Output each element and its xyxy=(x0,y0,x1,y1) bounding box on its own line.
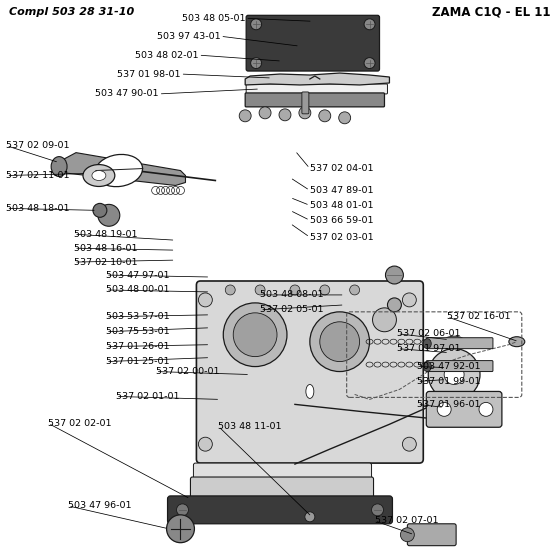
Text: 503 48 02-01: 503 48 02-01 xyxy=(135,50,198,59)
FancyBboxPatch shape xyxy=(167,496,393,524)
Text: 503 47 97-01: 503 47 97-01 xyxy=(106,270,169,279)
Text: 537 02 02-01: 537 02 02-01 xyxy=(48,419,111,428)
Ellipse shape xyxy=(509,337,525,347)
Ellipse shape xyxy=(83,165,115,186)
Text: 503 47 90-01: 503 47 90-01 xyxy=(95,90,158,99)
FancyBboxPatch shape xyxy=(426,338,493,349)
Text: 537 02 07-01: 537 02 07-01 xyxy=(375,516,438,525)
Circle shape xyxy=(320,285,330,295)
FancyBboxPatch shape xyxy=(193,463,371,479)
Circle shape xyxy=(255,285,265,295)
Text: 503 48 08-01: 503 48 08-01 xyxy=(260,291,324,300)
Text: 537 02 00-01: 537 02 00-01 xyxy=(156,367,219,376)
Text: ZAMA C1Q - EL 11: ZAMA C1Q - EL 11 xyxy=(432,6,550,19)
FancyBboxPatch shape xyxy=(246,84,388,94)
Circle shape xyxy=(372,308,396,332)
Text: 503 48 05-01: 503 48 05-01 xyxy=(181,14,245,23)
Text: 537 01 98-01: 537 01 98-01 xyxy=(117,69,180,78)
Circle shape xyxy=(233,313,277,357)
Text: 503 48 16-01: 503 48 16-01 xyxy=(74,244,138,253)
Circle shape xyxy=(279,109,291,121)
Polygon shape xyxy=(245,73,389,85)
Circle shape xyxy=(349,285,360,295)
Circle shape xyxy=(403,293,416,307)
Ellipse shape xyxy=(443,336,465,347)
Circle shape xyxy=(176,504,189,516)
Circle shape xyxy=(299,107,311,119)
Circle shape xyxy=(388,298,402,312)
FancyBboxPatch shape xyxy=(197,281,423,463)
Text: 537 02 11-01: 537 02 11-01 xyxy=(6,171,70,180)
Circle shape xyxy=(290,285,300,295)
Circle shape xyxy=(371,504,384,516)
Circle shape xyxy=(223,303,287,367)
Text: 537 01 96-01: 537 01 96-01 xyxy=(417,400,481,409)
Text: 537 01 26-01: 537 01 26-01 xyxy=(106,342,169,351)
Circle shape xyxy=(198,293,212,307)
Ellipse shape xyxy=(95,155,143,186)
Text: 537 02 01-01: 537 02 01-01 xyxy=(116,392,179,401)
Circle shape xyxy=(251,58,262,68)
Circle shape xyxy=(364,19,375,30)
Text: 537 02 04-01: 537 02 04-01 xyxy=(310,164,374,173)
Text: 537 02 10-01: 537 02 10-01 xyxy=(74,258,138,267)
Circle shape xyxy=(166,515,194,543)
Text: 537 02 03-01: 537 02 03-01 xyxy=(310,233,374,242)
Circle shape xyxy=(225,285,235,295)
Text: 503 47 96-01: 503 47 96-01 xyxy=(68,501,132,510)
Circle shape xyxy=(319,110,331,122)
Polygon shape xyxy=(51,153,185,185)
Circle shape xyxy=(444,365,464,385)
Text: 537 02 05-01: 537 02 05-01 xyxy=(260,305,324,314)
Circle shape xyxy=(320,322,360,362)
FancyBboxPatch shape xyxy=(246,15,380,71)
Circle shape xyxy=(93,203,107,217)
Text: 537 01 97-01: 537 01 97-01 xyxy=(398,344,461,353)
Circle shape xyxy=(239,110,251,122)
Circle shape xyxy=(437,403,451,416)
Text: 503 75 53-01: 503 75 53-01 xyxy=(106,327,170,336)
Text: Compl 503 28 31-10: Compl 503 28 31-10 xyxy=(10,7,134,17)
Text: 503 47 89-01: 503 47 89-01 xyxy=(310,186,374,195)
Ellipse shape xyxy=(92,171,106,180)
Circle shape xyxy=(400,528,414,542)
Text: 503 48 19-01: 503 48 19-01 xyxy=(74,230,138,239)
Circle shape xyxy=(259,107,271,119)
Text: 537 02 16-01: 537 02 16-01 xyxy=(447,312,511,321)
Circle shape xyxy=(310,312,370,371)
Text: 503 66 59-01: 503 66 59-01 xyxy=(310,216,374,225)
Ellipse shape xyxy=(423,362,431,371)
Circle shape xyxy=(428,349,480,400)
Text: 503 48 00-01: 503 48 00-01 xyxy=(106,286,169,295)
Text: 503 97 43-01: 503 97 43-01 xyxy=(157,32,220,41)
Text: 503 47 92-01: 503 47 92-01 xyxy=(417,362,481,371)
Circle shape xyxy=(305,512,315,522)
FancyBboxPatch shape xyxy=(190,477,374,499)
FancyBboxPatch shape xyxy=(426,391,502,427)
Ellipse shape xyxy=(51,157,67,176)
Circle shape xyxy=(364,58,375,68)
Circle shape xyxy=(198,437,212,451)
Circle shape xyxy=(385,266,403,284)
FancyBboxPatch shape xyxy=(407,524,456,545)
Circle shape xyxy=(479,403,493,416)
Ellipse shape xyxy=(306,385,314,398)
Text: 503 53 57-01: 503 53 57-01 xyxy=(106,312,170,321)
FancyBboxPatch shape xyxy=(245,93,385,107)
Circle shape xyxy=(251,19,262,30)
FancyBboxPatch shape xyxy=(426,361,493,371)
Text: 537 02 09-01: 537 02 09-01 xyxy=(6,141,70,150)
Circle shape xyxy=(339,112,351,124)
Ellipse shape xyxy=(423,339,431,349)
FancyBboxPatch shape xyxy=(302,92,309,114)
Circle shape xyxy=(98,204,120,226)
Text: 537 01 99-01: 537 01 99-01 xyxy=(417,377,481,386)
Text: 537 02 06-01: 537 02 06-01 xyxy=(398,329,461,338)
Circle shape xyxy=(403,437,416,451)
Text: 503 48 18-01: 503 48 18-01 xyxy=(6,204,70,213)
Text: 503 48 01-01: 503 48 01-01 xyxy=(310,201,374,210)
Text: 503 48 11-01: 503 48 11-01 xyxy=(218,422,282,431)
Text: 537 01 25-01: 537 01 25-01 xyxy=(106,357,169,366)
